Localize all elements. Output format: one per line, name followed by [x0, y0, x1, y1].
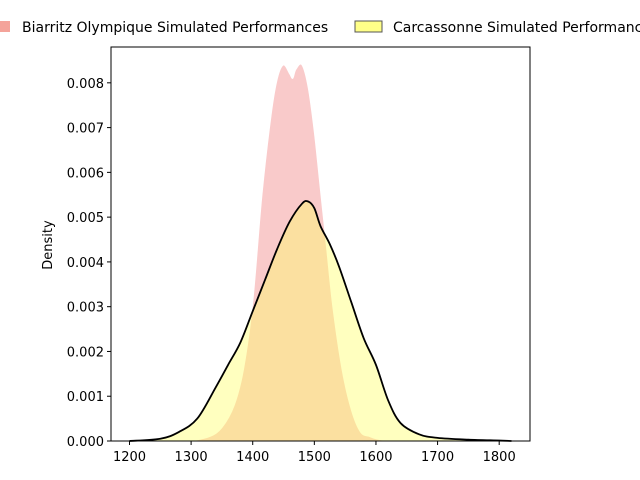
y-tick-label-7: 0.007 [67, 122, 104, 137]
y-tick-label-0: 0.000 [67, 435, 104, 450]
y-tick-label-3: 0.003 [67, 301, 104, 316]
x-tick-label-1600: 1600 [359, 450, 392, 465]
y-tick-label-2: 0.002 [67, 345, 104, 360]
y-tick-label-5: 0.005 [67, 211, 104, 226]
plot-area [129, 63, 512, 442]
x-tick-label-1800: 1800 [483, 450, 516, 465]
axes-frame [110, 46, 531, 442]
legend-label-carcassonne: Carcassonne Simulated Performances [393, 20, 640, 36]
y-tick-label-6: 0.006 [67, 166, 104, 181]
legend: Biarritz Olympique Simulated Performance… [0, 20, 640, 36]
y-tick-label-4: 0.004 [67, 256, 104, 271]
density-area-biarritz [191, 64, 389, 441]
x-tick-label-1300: 1300 [175, 450, 208, 465]
density-edge-biarritz [190, 63, 389, 442]
x-tick-label-1500: 1500 [298, 450, 331, 465]
y-tick-label-1: 0.001 [67, 390, 104, 405]
x-tick-label-1200: 1200 [113, 450, 146, 465]
y-axis: 0.000 0.001 0.002 0.003 0.004 0.005 0.006 0.007… [67, 77, 111, 450]
density-line-carcassonne [129, 200, 512, 442]
x-axis: 1200 1300 1400 1500 1600 1700 1800 [113, 441, 516, 465]
x-tick-label-1700: 1700 [421, 450, 454, 465]
density-area-carcassonne [129, 200, 512, 441]
y-axis-label: Density [41, 220, 56, 270]
x-tick-label-1400: 1400 [236, 450, 269, 465]
legend-swatch-carcassonne [354, 20, 383, 33]
legend-swatch-biarritz [0, 21, 10, 32]
y-tick-label-8: 0.008 [67, 77, 104, 92]
legend-label-biarritz: Biarritz Olympique Simulated Performance… [22, 20, 328, 36]
